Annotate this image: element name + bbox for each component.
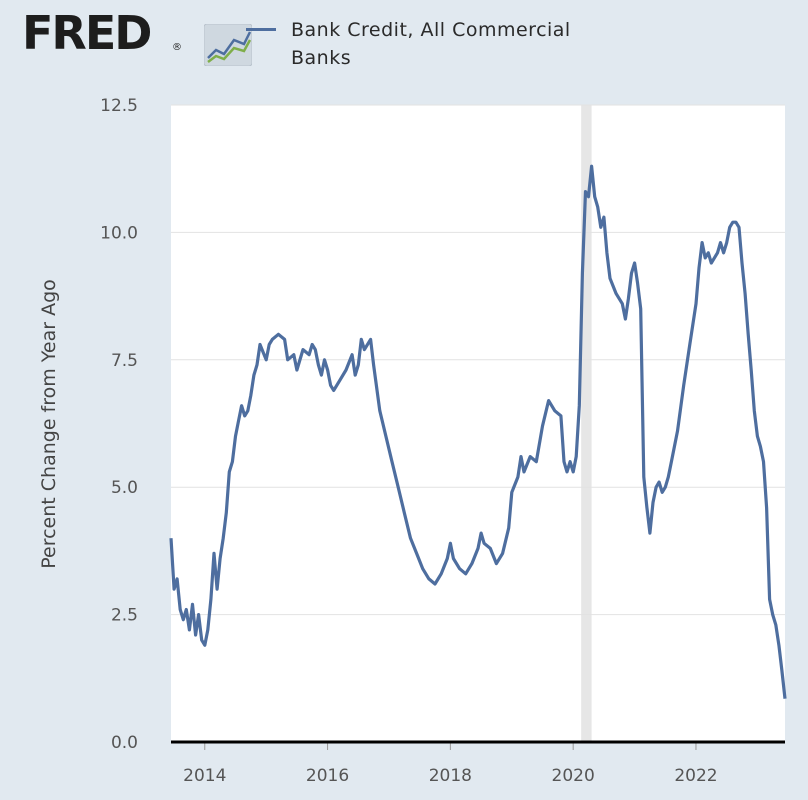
y-tick-label: 10.0 <box>100 223 138 243</box>
x-tick-label: 2014 <box>183 766 226 786</box>
x-axis-ticks: 2014 2016 2018 2020 2022 <box>183 742 718 786</box>
fred-logo-text: FRED <box>22 6 152 60</box>
grid-lines <box>171 104 785 616</box>
y-axis-label: Percent Change from Year Ago <box>38 279 60 569</box>
y-tick-label: 0.0 <box>111 733 138 753</box>
x-tick-label: 2022 <box>674 766 717 786</box>
legend-label: Bank Credit, All Commercial Banks <box>291 19 571 69</box>
registered-mark: ® <box>172 42 182 53</box>
recession-band <box>581 105 592 742</box>
x-tick-label: 2016 <box>306 766 349 786</box>
recession-shading <box>581 105 592 742</box>
y-tick-label: 2.5 <box>111 606 138 626</box>
y-axis-ticks: 0.0 2.5 5.0 7.5 10.0 12.5 <box>100 96 138 753</box>
fred-logo[interactable]: FRED ® <box>22 6 252 66</box>
y-tick-label: 5.0 <box>111 478 138 498</box>
x-tick-label: 2020 <box>552 766 595 786</box>
y-tick-label: 12.5 <box>100 96 138 116</box>
plot-background <box>171 105 785 743</box>
y-tick-label: 7.5 <box>111 351 138 371</box>
chart-header: FRED ® Bank Credit, All Commercial Banks <box>0 0 808 90</box>
trend-chart-icon <box>204 24 252 66</box>
x-tick-label: 2018 <box>429 766 472 786</box>
series-line-bank-credit <box>169 164 787 699</box>
legend-swatch <box>246 28 276 31</box>
